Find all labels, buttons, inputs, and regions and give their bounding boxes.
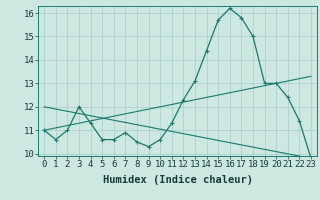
- X-axis label: Humidex (Indice chaleur): Humidex (Indice chaleur): [103, 175, 252, 185]
